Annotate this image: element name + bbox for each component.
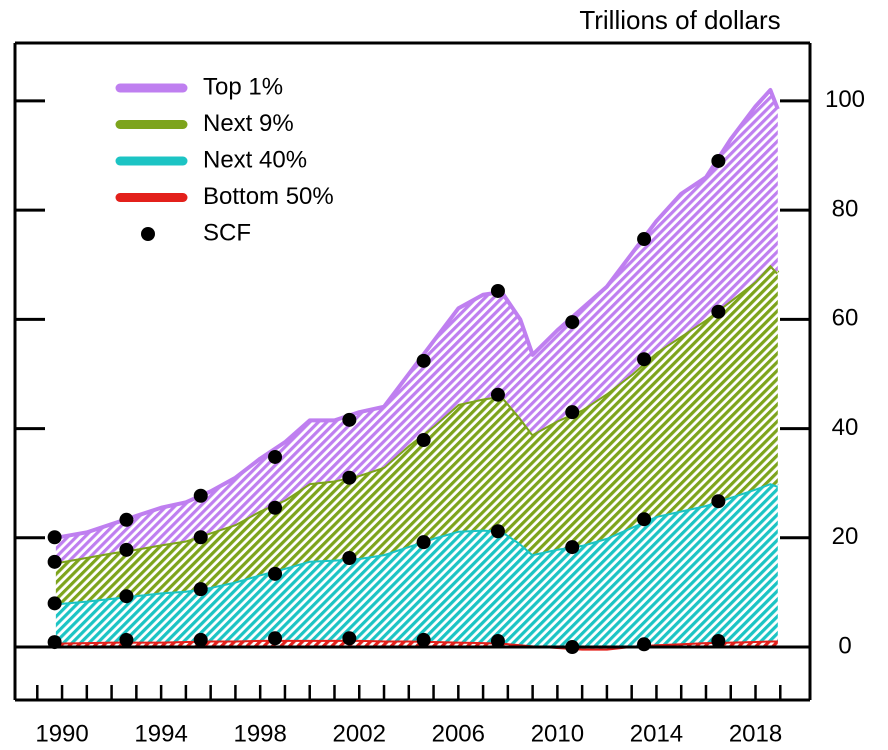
scf-point	[565, 315, 580, 330]
x-tick-label: 1994	[134, 720, 187, 747]
x-tick-label: 2006	[432, 720, 485, 747]
scf-point	[490, 524, 505, 539]
x-tick-label: 2002	[333, 720, 386, 747]
scf-point	[342, 551, 357, 566]
scf-point	[47, 530, 62, 545]
x-tick-label: 1990	[35, 720, 88, 747]
legend-label: Top 1%	[203, 73, 283, 100]
area-edge	[55, 87, 780, 540]
scf-point	[193, 582, 208, 597]
scf-point	[637, 637, 652, 652]
scf-point	[47, 635, 62, 650]
scf-point	[342, 412, 357, 427]
legend-label: Next 9%	[203, 110, 294, 137]
chart-title: Trillions of dollars	[579, 5, 780, 35]
scf-point	[119, 542, 134, 557]
scf-point	[193, 488, 208, 503]
y-tick-label: 80	[832, 195, 859, 222]
x-tick-label: 2010	[531, 720, 584, 747]
y-tick-label: 60	[832, 305, 859, 332]
scf-point	[490, 387, 505, 402]
x-tick-label: 2018	[729, 720, 782, 747]
scf-point	[47, 596, 62, 611]
scf-point	[416, 353, 431, 368]
scf-point	[711, 494, 726, 509]
scf-point	[490, 634, 505, 649]
scf-point	[416, 632, 431, 647]
scf-point	[119, 632, 134, 647]
scf-point	[268, 449, 283, 464]
scf-point	[711, 153, 726, 168]
scf-point	[193, 632, 208, 647]
legend-label: Next 40%	[203, 146, 307, 173]
scf-point	[565, 405, 580, 420]
legend-label: Bottom 50%	[203, 183, 334, 210]
scf-point	[416, 433, 431, 448]
scf-point	[342, 631, 357, 646]
area	[55, 483, 778, 649]
legend-label: SCF	[203, 219, 251, 246]
scf-point	[193, 530, 208, 545]
scf-point	[119, 512, 134, 527]
scf-point	[637, 232, 652, 247]
area	[55, 89, 778, 563]
area	[55, 264, 778, 604]
scf-point	[565, 640, 580, 655]
y-tick-label: 100	[825, 86, 865, 113]
scf-point	[637, 512, 652, 527]
x-tick-label: 2014	[630, 720, 683, 747]
scf-point	[711, 304, 726, 319]
scf-point	[268, 500, 283, 515]
scf-point	[490, 283, 505, 298]
scf-point	[637, 352, 652, 367]
scf-point	[342, 470, 357, 485]
scf-point	[711, 634, 726, 649]
scf-point	[268, 566, 283, 581]
y-tick-label: 40	[832, 414, 859, 441]
scf-point	[565, 540, 580, 555]
scf-point	[47, 554, 62, 569]
x-tick-label: 1998	[233, 720, 286, 747]
legend-swatch	[141, 227, 155, 241]
y-tick-label: 20	[832, 523, 859, 550]
scf-point	[119, 589, 134, 604]
scf-point	[416, 535, 431, 550]
scf-point	[268, 631, 283, 646]
y-tick-label: 0	[838, 632, 851, 659]
